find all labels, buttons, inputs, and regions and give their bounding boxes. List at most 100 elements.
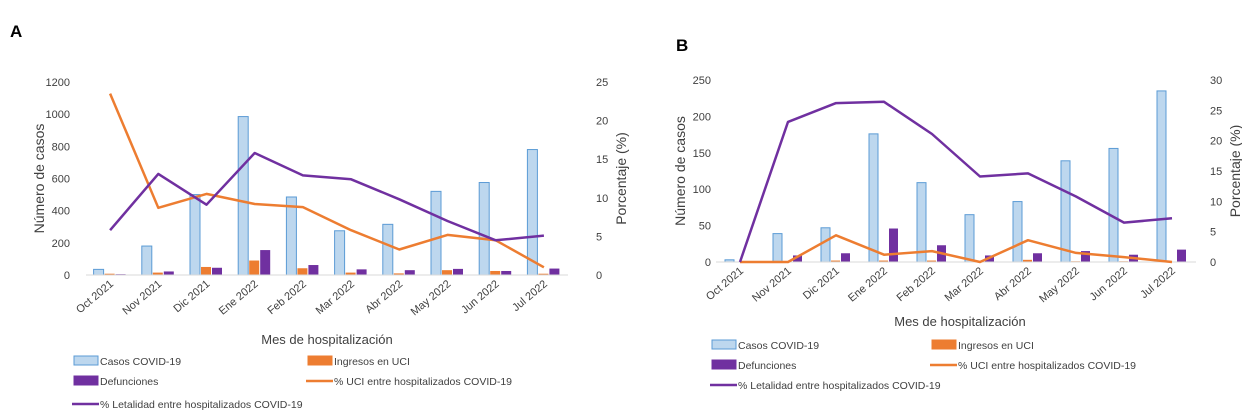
legend-swatch xyxy=(931,339,957,350)
bar-uci xyxy=(249,260,260,275)
bar-defunciones xyxy=(212,267,222,275)
bar-casos xyxy=(916,182,927,263)
bar-casos xyxy=(820,227,831,263)
x-tick-label: Jul 2022 xyxy=(510,278,550,314)
y2-tick-label: 15 xyxy=(1210,166,1222,178)
bar-defunciones xyxy=(1081,251,1090,262)
x-tick-label: Feb 2022 xyxy=(266,278,309,317)
y2-tick-label: 0 xyxy=(1210,257,1216,269)
bar-uci xyxy=(538,273,549,275)
panel-label: B xyxy=(676,36,688,55)
bar-casos xyxy=(868,133,879,263)
y-tick-label: 200 xyxy=(693,111,711,123)
bar-casos xyxy=(334,230,346,276)
bar-defunciones xyxy=(501,270,512,275)
y-tick-label: 600 xyxy=(52,174,70,186)
bar-defunciones xyxy=(356,269,367,275)
x-tick-label: Dic 2021 xyxy=(801,265,842,302)
line-letalidad-pct xyxy=(109,151,545,242)
bar-defunciones xyxy=(841,253,850,262)
bar-casos xyxy=(772,233,783,263)
y-tick-label: 1200 xyxy=(46,77,70,89)
y-tick-label: 200 xyxy=(52,238,70,250)
legend-swatch xyxy=(73,355,99,366)
y2-tick-label: 15 xyxy=(596,154,608,166)
x-axis-title: Mes de hospitalización xyxy=(894,314,1026,329)
bar-defunciones xyxy=(308,265,319,275)
y2-axis-title: Porcentaje (%) xyxy=(1227,125,1242,218)
bar-defunciones xyxy=(453,268,463,275)
legend-label: Ingresos en UCI xyxy=(334,356,410,368)
x-tick-label: Oct 2021 xyxy=(74,278,116,316)
x-tick-label: Ene 2022 xyxy=(217,278,261,317)
bar-uci xyxy=(345,272,356,275)
bar-defunciones xyxy=(1177,249,1186,262)
x-tick-label: Dic 2021 xyxy=(171,278,212,315)
bar-uci xyxy=(879,260,888,262)
bar-uci xyxy=(442,270,452,275)
x-tick-label: Mar 2022 xyxy=(314,278,357,317)
y2-tick-label: 10 xyxy=(1210,196,1222,208)
x-tick-label: Mar 2022 xyxy=(943,265,986,304)
legend-label: % UCI entre hospitalizados COVID-19 xyxy=(334,376,512,388)
bar-casos xyxy=(141,245,153,276)
bar-uci xyxy=(104,273,115,275)
bar-casos xyxy=(430,190,442,276)
y-axis-title: Número de casos xyxy=(31,124,47,234)
y2-axis-title: Porcentaje (%) xyxy=(613,132,629,225)
bar-defunciones xyxy=(889,228,898,262)
legend-swatch xyxy=(711,339,737,350)
y2-tick-label: 10 xyxy=(596,193,608,205)
y2-tick-label: 25 xyxy=(1210,105,1222,117)
bar-defunciones xyxy=(1033,253,1042,262)
bar-casos xyxy=(1108,147,1119,263)
legend-swatch xyxy=(73,375,99,386)
y2-tick-label: 0 xyxy=(596,270,602,282)
panel-label: A xyxy=(10,22,22,41)
bar-uci xyxy=(831,260,840,262)
legend-label: Casos COVID-19 xyxy=(100,356,181,368)
x-tick-label: Nov 2021 xyxy=(750,265,794,304)
x-tick-label: Jul 2022 xyxy=(1138,265,1178,301)
legend-label: % Letalidad entre hospitalizados COVID-1… xyxy=(738,380,941,392)
legend-swatch xyxy=(307,355,333,366)
y-axis-title: Número de casos xyxy=(672,116,688,226)
x-tick-label: Abr 2022 xyxy=(992,265,1034,303)
bar-casos xyxy=(1012,201,1023,263)
x-axis-title: Mes de hospitalización xyxy=(261,332,393,347)
y2-tick-label: 25 xyxy=(596,77,608,89)
bar-uci xyxy=(152,272,163,275)
legend-label: % Letalidad entre hospitalizados COVID-1… xyxy=(100,399,303,411)
legend-label: Ingresos en UCI xyxy=(958,340,1034,352)
x-tick-label: Abr 2022 xyxy=(363,278,405,316)
legend-label: % UCI entre hospitalizados COVID-19 xyxy=(958,360,1136,372)
y-tick-label: 0 xyxy=(705,257,711,269)
y-tick-label: 150 xyxy=(693,148,711,160)
bar-uci xyxy=(1023,259,1032,262)
y-tick-label: 1000 xyxy=(46,109,70,121)
y-tick-label: 100 xyxy=(693,184,711,196)
bar-casos xyxy=(1156,90,1167,263)
bar-casos xyxy=(189,194,201,276)
y2-tick-label: 20 xyxy=(1210,136,1222,148)
legend-label: Casos COVID-19 xyxy=(738,340,819,352)
x-tick-label: Oct 2021 xyxy=(704,265,746,303)
bar-casos xyxy=(237,116,249,276)
bar-casos xyxy=(526,149,538,276)
bar-casos xyxy=(1060,160,1071,263)
x-tick-label: Jun 2022 xyxy=(1088,265,1130,303)
bar-uci xyxy=(393,273,404,275)
x-tick-label: May 2022 xyxy=(1037,265,1082,305)
bar-defunciones xyxy=(163,271,174,275)
x-tick-label: Jun 2022 xyxy=(459,278,501,316)
line-uci-pct xyxy=(740,234,1173,264)
bar-defunciones xyxy=(260,250,271,275)
y2-tick-label: 5 xyxy=(1210,227,1216,239)
legend-label: Defunciones xyxy=(100,376,158,388)
y-tick-label: 0 xyxy=(64,270,70,282)
bar-uci xyxy=(201,266,211,275)
bar-defunciones xyxy=(793,255,802,262)
bar-uci xyxy=(297,268,308,275)
legend-swatch xyxy=(711,359,737,370)
